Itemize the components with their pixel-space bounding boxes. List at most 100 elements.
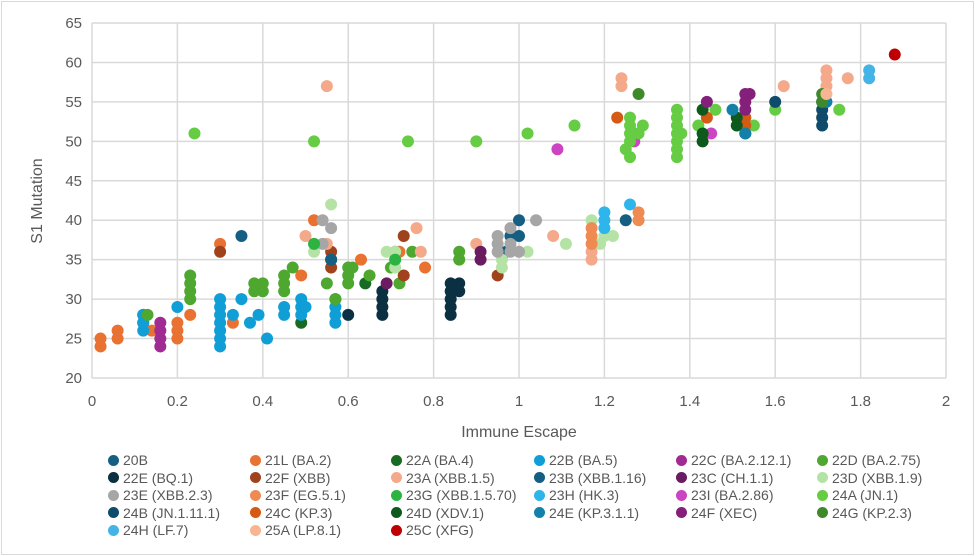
data-point <box>624 111 637 124</box>
legend-label: 23E (XBB.2.3) <box>123 487 213 503</box>
legend-marker-icon <box>534 507 545 518</box>
data-point <box>325 222 338 235</box>
legend-item: 21L (BA.2) <box>250 452 331 468</box>
data-point <box>559 237 572 250</box>
legend-label: 23A (XBB.1.5) <box>406 469 495 486</box>
legend-item: 23A (XBB.1.5) <box>391 470 495 486</box>
data-point <box>585 222 598 235</box>
y-tick-label: 35 <box>65 252 82 269</box>
data-point <box>188 127 201 140</box>
data-point <box>252 308 265 321</box>
legend-marker-icon <box>391 472 402 483</box>
data-point <box>504 222 517 235</box>
data-point <box>606 230 619 242</box>
legend-item: 23D (XBB.1.9) <box>817 470 922 486</box>
legend-marker-icon <box>817 454 828 466</box>
x-tick-label: 1.8 <box>850 393 871 410</box>
legend-marker-icon <box>817 489 828 501</box>
x-tick-label: 1.4 <box>679 393 700 410</box>
data-point <box>470 135 483 148</box>
data-point <box>841 72 854 85</box>
data-point <box>820 64 833 77</box>
data-point <box>243 316 256 329</box>
data-point <box>278 269 291 282</box>
legend-item: 23F (EG.5.1) <box>250 487 346 503</box>
legend-item: 23G (XBB.1.5.70) <box>391 487 517 503</box>
y-tick-label: 25 <box>65 331 82 348</box>
legend-item: 22E (BQ.1) <box>108 470 193 486</box>
data-point <box>410 222 423 235</box>
data-point <box>171 316 184 329</box>
data-point <box>141 308 154 321</box>
data-point <box>94 332 107 345</box>
data-point <box>624 151 637 164</box>
legend-marker-icon <box>391 507 402 518</box>
x-tick-label: 0.2 <box>167 393 188 410</box>
legend-item: 23C (CH.1.1) <box>676 470 773 486</box>
y-tick-label: 50 <box>65 133 82 150</box>
data-point <box>355 253 368 266</box>
data-point <box>325 198 338 211</box>
data-point <box>325 253 338 266</box>
x-tick-label: 1.2 <box>594 393 615 410</box>
data-point <box>632 206 645 219</box>
y-axis-label: S1 Mutation <box>29 158 46 243</box>
data-point <box>261 332 274 345</box>
gridlines <box>91 22 947 379</box>
data-point <box>316 214 329 227</box>
legend-item: 24C (KP.3) <box>250 505 332 521</box>
legend-label: 23G (XBB.1.5.70) <box>406 487 517 503</box>
data-point <box>286 261 299 274</box>
legend-item: 22C (BA.2.12.1) <box>676 452 791 468</box>
legend-marker-icon <box>250 472 261 483</box>
legend-label: 22F (XBB) <box>265 469 331 486</box>
data-point <box>474 245 487 258</box>
data-point <box>615 72 628 85</box>
data-point <box>513 214 525 227</box>
data-point <box>888 48 901 61</box>
legend-marker-icon <box>534 489 545 501</box>
data-point <box>248 277 261 290</box>
data-point <box>226 308 239 321</box>
data-point <box>675 127 688 140</box>
legend-marker-icon <box>250 454 261 466</box>
legend-label: 24C (KP.3) <box>265 504 333 521</box>
data-point <box>235 293 248 306</box>
data-point <box>739 127 752 140</box>
data-point <box>401 135 414 148</box>
data-point <box>513 245 525 258</box>
data-point <box>491 230 504 242</box>
legend-label: 22A (BA.4) <box>406 452 474 468</box>
data-point <box>700 95 713 108</box>
legend-item: 24E (KP.3.1.1) <box>534 505 639 521</box>
data-point <box>320 80 333 93</box>
data-point <box>726 103 739 116</box>
data-point <box>453 245 466 258</box>
legend-item: 24D (XDV.1) <box>391 505 484 521</box>
legend-marker-icon <box>108 454 119 466</box>
legend-label: 23H (HK.3) <box>549 487 620 503</box>
data-point <box>530 214 543 227</box>
legend-marker-icon <box>676 454 687 466</box>
data-point <box>709 103 722 116</box>
legend-marker-icon <box>817 507 828 518</box>
data-point <box>743 88 756 100</box>
x-tick-label: 0 <box>88 393 96 410</box>
legend-label: 24A (JN.1) <box>832 487 899 503</box>
legend-label: 23F (EG.5.1) <box>265 487 346 503</box>
legend-label: 24D (XDV.1) <box>406 504 485 521</box>
data-point <box>624 198 637 211</box>
legend-marker-icon <box>108 524 119 536</box>
legend-marker-icon <box>817 472 828 483</box>
legend-marker-icon <box>391 454 402 466</box>
data-point <box>308 237 321 250</box>
legend-label: 22E (BQ.1) <box>123 469 194 486</box>
y-tick-label: 45 <box>65 173 82 190</box>
legend-item: 24A (JN.1) <box>817 487 898 503</box>
data-point <box>636 119 649 132</box>
data-point <box>316 237 329 250</box>
data-point <box>380 277 393 290</box>
tick-labels: 0 0.2 0.4 0.6 0.8 1 1.2 1.4 1.6 1.8 2 20 25 30 35 40 45 5… <box>65 15 950 410</box>
